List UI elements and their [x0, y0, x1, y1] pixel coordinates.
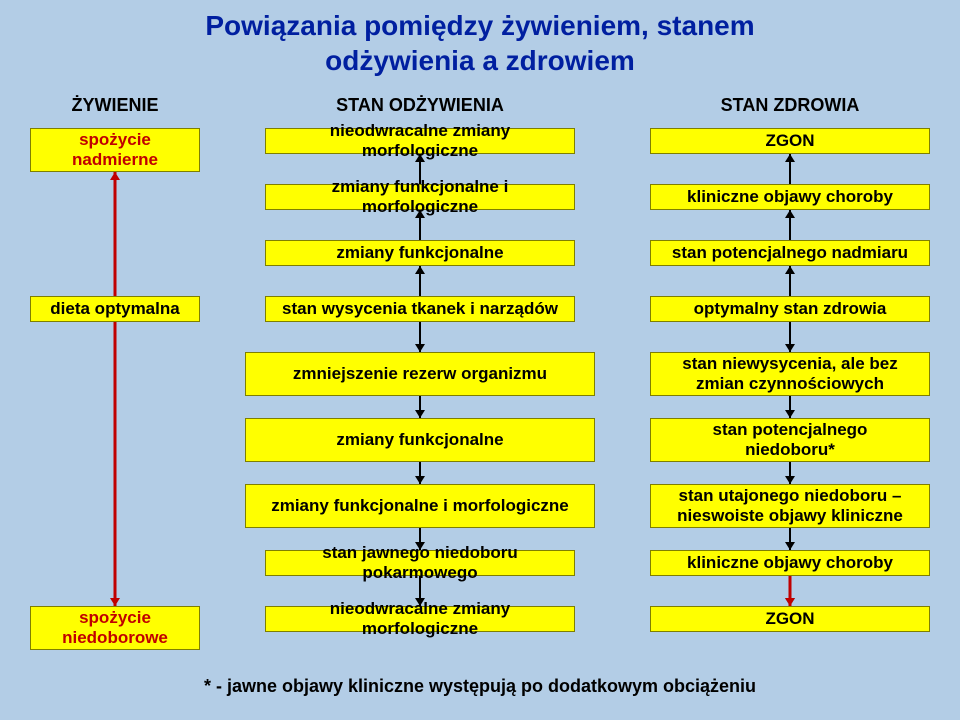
- mid-box-8-label: nieodwracalne zmiany morfologiczne: [272, 599, 568, 638]
- left-box-mid: dieta optymalna: [30, 296, 200, 322]
- right-box-7: kliniczne objawy choroby: [650, 550, 930, 576]
- colhead-right: STAN ZDROWIA: [650, 95, 930, 116]
- left-box-top-label: spożycienadmierne: [72, 130, 158, 169]
- right-box-4: stan niewysycenia, ale bezzmian czynnośc…: [650, 352, 930, 396]
- right-box-4-label: stan niewysycenia, ale bezzmian czynnośc…: [682, 354, 897, 393]
- mid-box-5: zmiany funkcjonalne: [245, 418, 595, 462]
- mid-box-6: zmiany funkcjonalne i morfologiczne: [245, 484, 595, 528]
- right-box-3: optymalny stan zdrowia: [650, 296, 930, 322]
- colhead-mid: STAN ODŻYWIENIA: [245, 95, 595, 116]
- mid-box-0-label: nieodwracalne zmiany morfologiczne: [272, 121, 568, 160]
- mid-box-7: stan jawnego niedoboru pokarmowego: [265, 550, 575, 576]
- right-box-6: stan utajonego niedoboru –nieswoiste obj…: [650, 484, 930, 528]
- right-box-3-label: optymalny stan zdrowia: [694, 299, 887, 319]
- mid-box-5-label: zmiany funkcjonalne: [336, 430, 503, 450]
- mid-box-4-label: zmniejszenie rezerw organizmu: [293, 364, 547, 384]
- right-box-5: stan potencjalnegoniedoboru*: [650, 418, 930, 462]
- right-box-1: kliniczne objawy choroby: [650, 184, 930, 210]
- page-title: Powiązania pomiędzy żywieniem, stanem od…: [0, 8, 960, 78]
- mid-box-3: stan wysycenia tkanek i narządów: [265, 296, 575, 322]
- mid-box-6-label: zmiany funkcjonalne i morfologiczne: [271, 496, 569, 516]
- right-box-2-label: stan potencjalnego nadmiaru: [672, 243, 908, 263]
- mid-box-2-label: zmiany funkcjonalne: [336, 243, 503, 263]
- left-box-top: spożycienadmierne: [30, 128, 200, 172]
- footnote: * - jawne objawy kliniczne występują po …: [0, 676, 960, 697]
- mid-box-7-label: stan jawnego niedoboru pokarmowego: [272, 543, 568, 582]
- right-box-5-label: stan potencjalnegoniedoboru*: [713, 420, 868, 459]
- mid-box-2: zmiany funkcjonalne: [265, 240, 575, 266]
- right-box-8-label: ZGON: [765, 609, 814, 629]
- right-box-0: ZGON: [650, 128, 930, 154]
- right-box-8: ZGON: [650, 606, 930, 632]
- right-box-7-label: kliniczne objawy choroby: [687, 553, 893, 573]
- left-box-mid-label: dieta optymalna: [50, 299, 179, 319]
- right-box-1-label: kliniczne objawy choroby: [687, 187, 893, 207]
- mid-box-1-label: zmiany funkcjonalne i morfologiczne: [272, 177, 568, 216]
- title-line-1: Powiązania pomiędzy żywieniem, stanem: [205, 10, 754, 41]
- mid-box-3-label: stan wysycenia tkanek i narządów: [282, 299, 558, 319]
- mid-box-4: zmniejszenie rezerw organizmu: [245, 352, 595, 396]
- colhead-left: ŻYWIENIE: [30, 95, 200, 116]
- title-line-2: odżywienia a zdrowiem: [325, 45, 635, 76]
- mid-box-0: nieodwracalne zmiany morfologiczne: [265, 128, 575, 154]
- right-box-6-label: stan utajonego niedoboru –nieswoiste obj…: [677, 486, 903, 525]
- mid-box-8: nieodwracalne zmiany morfologiczne: [265, 606, 575, 632]
- mid-box-1: zmiany funkcjonalne i morfologiczne: [265, 184, 575, 210]
- right-box-2: stan potencjalnego nadmiaru: [650, 240, 930, 266]
- left-box-bottom: spożycieniedoborowe: [30, 606, 200, 650]
- right-box-0-label: ZGON: [765, 131, 814, 151]
- diagram-root: Powiązania pomiędzy żywieniem, stanem od…: [0, 0, 960, 720]
- left-box-bottom-label: spożycieniedoborowe: [62, 608, 168, 647]
